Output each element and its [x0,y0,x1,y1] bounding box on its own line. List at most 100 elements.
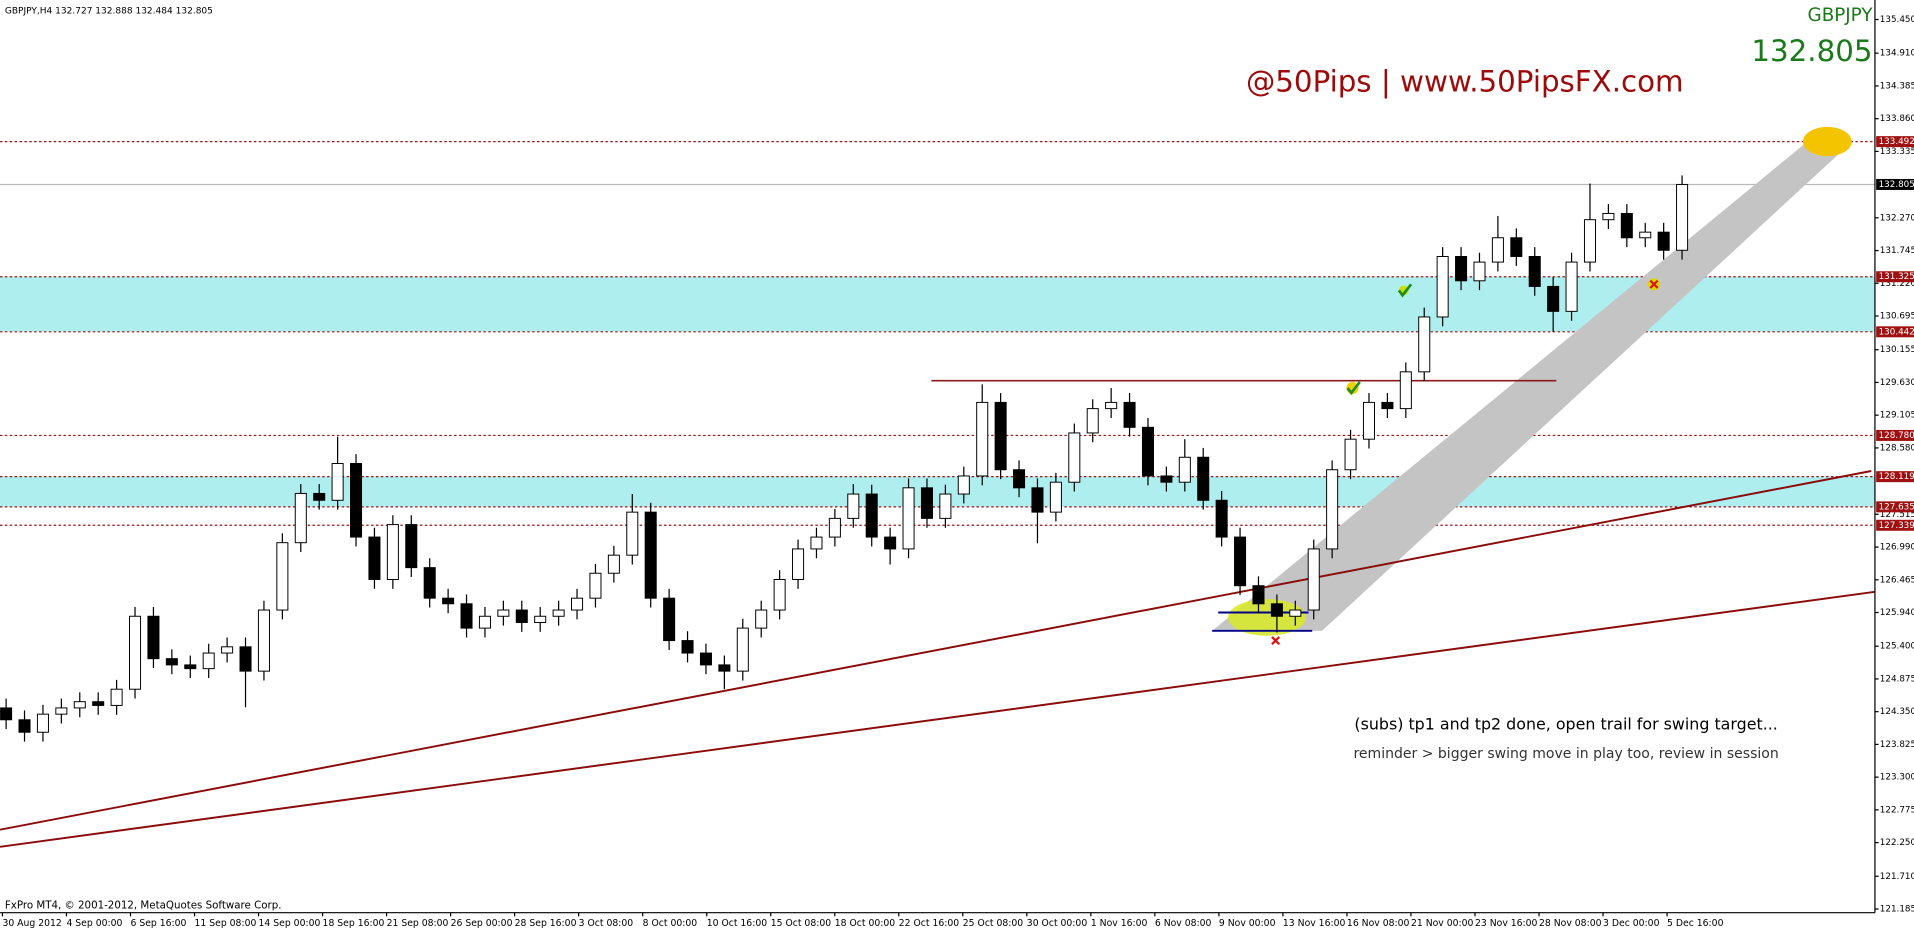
candle-body [442,597,455,605]
candle-body [1234,536,1247,587]
level-label: 128.780 [1879,431,1914,441]
x-tick-label: 18 Oct 00:00 [835,918,896,929]
zone [0,276,1875,332]
y-tick-label: 133.860 [1880,114,1914,124]
candle-body [55,707,68,715]
candle-body [1418,316,1431,373]
candle-body [350,463,363,538]
copyright: FxPro MT4, © 2001-2012, MetaQuotes Softw… [5,899,282,911]
y-tick-label: 133.335 [1880,147,1914,157]
x-tick-label: 21 Nov 00:00 [1411,918,1474,929]
level-tag [1876,271,1914,283]
symbol: GBPJPY [1808,5,1874,26]
y-tick-label: 122.250 [1880,838,1914,848]
candle-body [534,615,547,623]
candle-body [1620,212,1633,239]
candle-body [1639,231,1652,239]
candle-body [313,492,326,501]
zone [0,476,1875,507]
y-tick-label: 125.400 [1880,642,1914,652]
x-tick-label: 8 Oct 00:00 [643,918,698,929]
candle-body [718,664,731,672]
x-tick-label: 15 Oct 08:00 [771,918,832,929]
candle-body [1583,219,1597,263]
drawings [0,126,1876,848]
candle-body [368,536,381,580]
candle-body [1436,255,1449,318]
candle-body [1399,371,1412,410]
candle-body [663,597,676,642]
candle-body [460,603,473,629]
candle-body [1215,499,1228,538]
x-mark [1649,279,1659,289]
target-marker [1802,126,1852,157]
candle-body [1676,183,1689,251]
candle-body [110,688,123,706]
candle-body [773,578,786,611]
y-tick-label: 127.515 [1880,510,1914,520]
projection-wedge [1212,134,1846,631]
check-mark [1346,381,1361,396]
level-label: 127.635 [1879,502,1914,512]
level-tag [1876,326,1914,338]
candle-body [1362,401,1375,440]
candle-body [1049,481,1062,513]
level-tag [1876,519,1914,531]
x-tick-label: 16 Nov 08:00 [1347,918,1410,929]
candle-body [884,536,897,550]
labels: GBPJPY,H4 132.727 132.888 132.484 132.80… [1,5,1914,929]
x-tick-label: 26 Sep 00:00 [451,918,513,929]
last-price: 132.805 [1751,34,1872,68]
x-tick-label: 11 Sep 08:00 [195,918,257,929]
trend-line [0,590,1876,848]
level-label: 132.805 [1879,180,1914,190]
candle-body [497,609,510,617]
candle-body [607,554,620,574]
x-tick-label: 6 Sep 16:00 [130,918,186,929]
annotation: (subs) tp1 and tp2 done, open trail for … [1354,714,1777,733]
y-tick-label: 130.155 [1880,345,1914,355]
x-mark [1271,636,1281,646]
watermark: @50Pips | www.50PipsFX.com [1246,64,1684,99]
candle-body [810,536,823,550]
candle-body [202,652,215,670]
candle-body [1289,609,1302,617]
candle-body [976,401,989,477]
x-tick-label: 25 Oct 08:00 [963,918,1024,929]
candle-body [1141,426,1154,477]
candle-body [994,401,1007,471]
candle-body [755,609,768,629]
x-tick-label: 10 Oct 16:00 [707,918,768,929]
level-label: 128.119 [1879,472,1914,482]
candle-body [515,609,528,623]
level-tag [1876,136,1914,148]
candle-body [257,609,270,672]
y-tick-label: 124.350 [1880,707,1914,717]
y-tick-label: 125.940 [1880,608,1914,618]
candle-body [92,701,105,706]
x-tick-label: 18 Sep 16:00 [323,918,385,929]
candle-body [147,615,160,660]
x-tick-label: 3 Dec 00:00 [1603,918,1660,929]
chart-title: GBPJPY,H4 132.727 132.888 132.484 132.80… [5,6,213,16]
candle-body [0,707,13,721]
y-tick-label: 126.990 [1880,543,1914,553]
level-tag [1876,178,1914,190]
x-tick-label: 14 Sep 00:00 [259,918,321,929]
candle-body [1252,585,1265,605]
candle-body [957,475,970,495]
candle-body [920,487,933,519]
y-tick-label: 121.185 [1880,905,1914,915]
candle-body [792,548,805,580]
x-tick-label: 23 Nov 16:00 [1475,918,1538,929]
candle-body [1528,255,1541,287]
candle-body [1013,469,1026,489]
x-tick-label: 5 Dec 16:00 [1667,918,1724,929]
candle-body [681,640,694,654]
y-tick-label: 130.695 [1880,312,1914,322]
x-tick-label: 30 Aug 2012 [2,918,61,929]
candle-body [1123,401,1136,428]
candle-body [1105,401,1118,410]
